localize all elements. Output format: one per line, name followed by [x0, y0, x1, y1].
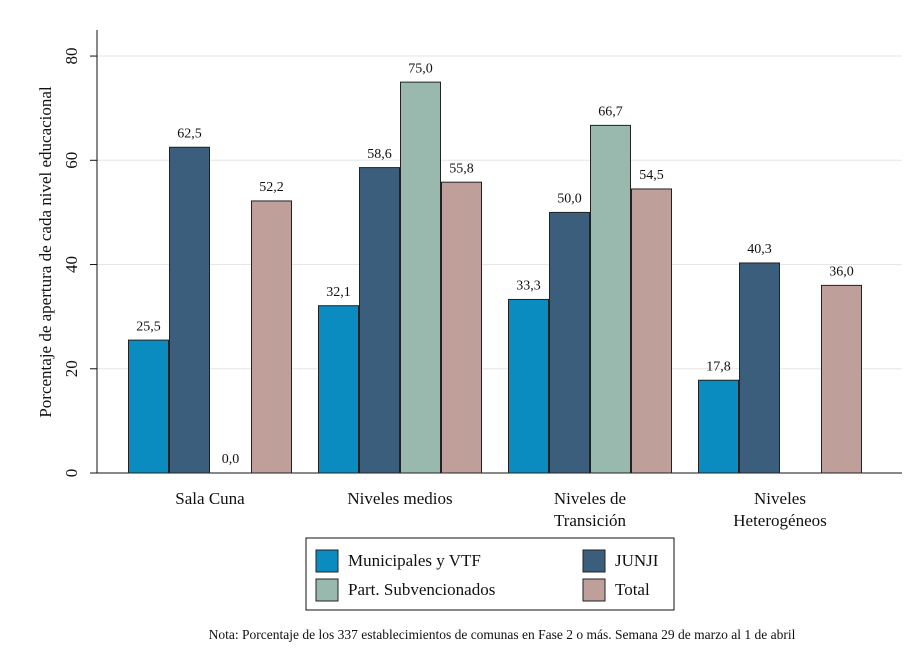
y-tick-label: 80 [62, 48, 81, 65]
legend-swatch [582, 578, 606, 602]
bar [169, 146, 210, 474]
legend-label: JUNJI [615, 551, 659, 570]
legend-swatch [315, 578, 339, 602]
value-label: 55,8 [449, 161, 474, 176]
value-label: 58,6 [367, 147, 392, 162]
y-tick-label: 40 [62, 256, 81, 273]
legend-label: Total [615, 580, 650, 599]
value-label: 0,0 [222, 452, 240, 467]
value-label: 54,5 [639, 168, 664, 183]
legend-swatch [582, 549, 606, 573]
value-label: 40,3 [747, 242, 772, 257]
bar [128, 339, 169, 474]
value-label: 25,5 [136, 319, 161, 334]
legend-swatch [315, 549, 339, 573]
value-label: 66,7 [598, 105, 623, 120]
value-label: 75,0 [408, 61, 433, 76]
value-label: 17,8 [706, 359, 731, 374]
bar [698, 379, 739, 474]
y-tick-label: 20 [62, 360, 81, 377]
legend-label: Part. Subvencionados [348, 580, 495, 599]
x-tick-label: Niveles Heterogéneos [733, 489, 826, 530]
x-tick-label: Niveles medios [347, 489, 452, 508]
bar [400, 81, 441, 474]
legend-label: Municipales y VTF [348, 551, 481, 570]
value-label: 52,2 [259, 180, 284, 195]
bar [318, 305, 359, 474]
note: Nota: Porcentaje de los 337 establecimie… [209, 627, 796, 642]
value-label: 36,0 [829, 265, 854, 280]
bar [590, 124, 631, 474]
bar [549, 211, 590, 474]
bar [631, 188, 672, 474]
bar [359, 167, 400, 474]
x-tick-label: Sala Cuna [175, 489, 245, 508]
value-label: 50,0 [557, 192, 582, 207]
value-label: 32,1 [326, 285, 351, 300]
y-tick-label: 0 [62, 469, 81, 478]
legend-box [305, 537, 675, 611]
bar [441, 181, 482, 474]
bar [508, 298, 549, 474]
bar [821, 284, 862, 474]
bar [739, 262, 780, 474]
y-axis-label: Porcentaje de apertura de cada nivel edu… [36, 86, 55, 418]
y-tick-label: 60 [62, 152, 81, 169]
bar [251, 200, 292, 474]
value-label: 33,3 [516, 279, 541, 294]
x-tick-label: Niveles de Transición [554, 489, 627, 530]
value-label: 62,5 [177, 126, 202, 141]
